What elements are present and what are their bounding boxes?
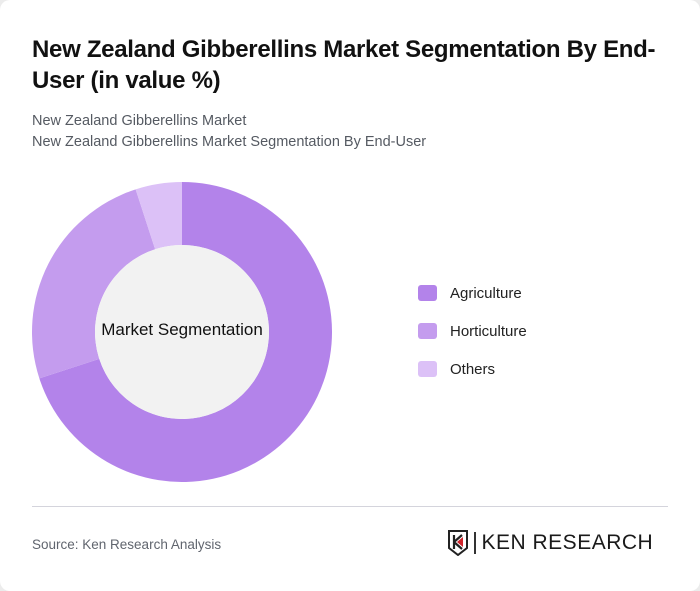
legend-item-agriculture[interactable]: Agriculture: [418, 283, 527, 303]
chart-subtitle-market: New Zealand Gibberellins Market: [32, 113, 247, 129]
legend-item-others[interactable]: Others: [418, 359, 527, 379]
donut-slice-horticulture[interactable]: [32, 189, 156, 379]
legend-swatch-others: [418, 361, 437, 377]
ken-shield-icon: [448, 530, 468, 556]
ken-research-logo: KEN RESEARCH: [447, 530, 653, 556]
chart-title: New Zealand Gibberellins Market Segmenta…: [32, 36, 656, 94]
source-note: Source: Ken Research Analysis: [32, 537, 222, 552]
logo-separator: [474, 532, 476, 554]
legend-label: Agriculture: [450, 284, 522, 302]
logo-text: KEN RESEARCH: [481, 531, 654, 554]
donut-slice-agriculture[interactable]: [39, 182, 332, 482]
donut-chart: [32, 182, 332, 482]
legend-swatch-horticulture: [418, 323, 437, 339]
footer-divider: [32, 506, 668, 507]
legend-label: Others: [450, 360, 496, 378]
chart-subtitle-segmentation: New Zealand Gibberellins Market Segmenta…: [32, 134, 427, 150]
donut-hole: [95, 245, 269, 419]
legend-label: Horticulture: [450, 322, 527, 340]
donut-center-label: Market Segmentation: [101, 320, 263, 339]
legend: Agriculture Horticulture Others: [418, 283, 527, 397]
legend-item-horticulture[interactable]: Horticulture: [418, 321, 527, 341]
donut-slice-others[interactable]: [135, 182, 182, 250]
legend-swatch-agriculture: [418, 285, 437, 301]
